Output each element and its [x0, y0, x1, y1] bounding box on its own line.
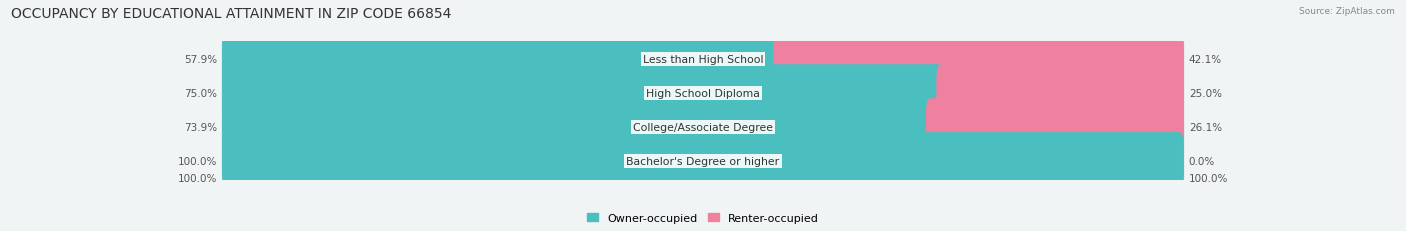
FancyBboxPatch shape	[222, 99, 935, 157]
FancyBboxPatch shape	[222, 31, 783, 89]
Text: 26.1%: 26.1%	[1188, 123, 1222, 133]
FancyBboxPatch shape	[927, 99, 1184, 157]
Legend: Owner-occupied, Renter-occupied: Owner-occupied, Renter-occupied	[582, 208, 824, 227]
Text: 25.0%: 25.0%	[1188, 89, 1222, 99]
FancyBboxPatch shape	[222, 133, 1184, 191]
Text: OCCUPANCY BY EDUCATIONAL ATTAINMENT IN ZIP CODE 66854: OCCUPANCY BY EDUCATIONAL ATTAINMENT IN Z…	[11, 7, 451, 21]
FancyBboxPatch shape	[222, 133, 1184, 191]
Text: 73.9%: 73.9%	[184, 123, 218, 133]
Text: 42.1%: 42.1%	[1188, 55, 1222, 65]
Text: 100.0%: 100.0%	[1188, 173, 1227, 183]
Text: Bachelor's Degree or higher: Bachelor's Degree or higher	[627, 157, 779, 167]
FancyBboxPatch shape	[222, 65, 1184, 123]
FancyBboxPatch shape	[222, 65, 946, 123]
Text: 0.0%: 0.0%	[1188, 157, 1215, 167]
FancyBboxPatch shape	[222, 99, 1184, 157]
Text: 100.0%: 100.0%	[179, 157, 218, 167]
FancyBboxPatch shape	[222, 31, 1184, 89]
Text: 57.9%: 57.9%	[184, 55, 218, 65]
Text: 100.0%: 100.0%	[179, 173, 218, 183]
Text: Less than High School: Less than High School	[643, 55, 763, 65]
Text: College/Associate Degree: College/Associate Degree	[633, 123, 773, 133]
FancyBboxPatch shape	[773, 31, 1184, 89]
Text: Source: ZipAtlas.com: Source: ZipAtlas.com	[1299, 7, 1395, 16]
Text: 75.0%: 75.0%	[184, 89, 218, 99]
Text: High School Diploma: High School Diploma	[647, 89, 759, 99]
FancyBboxPatch shape	[936, 65, 1184, 123]
